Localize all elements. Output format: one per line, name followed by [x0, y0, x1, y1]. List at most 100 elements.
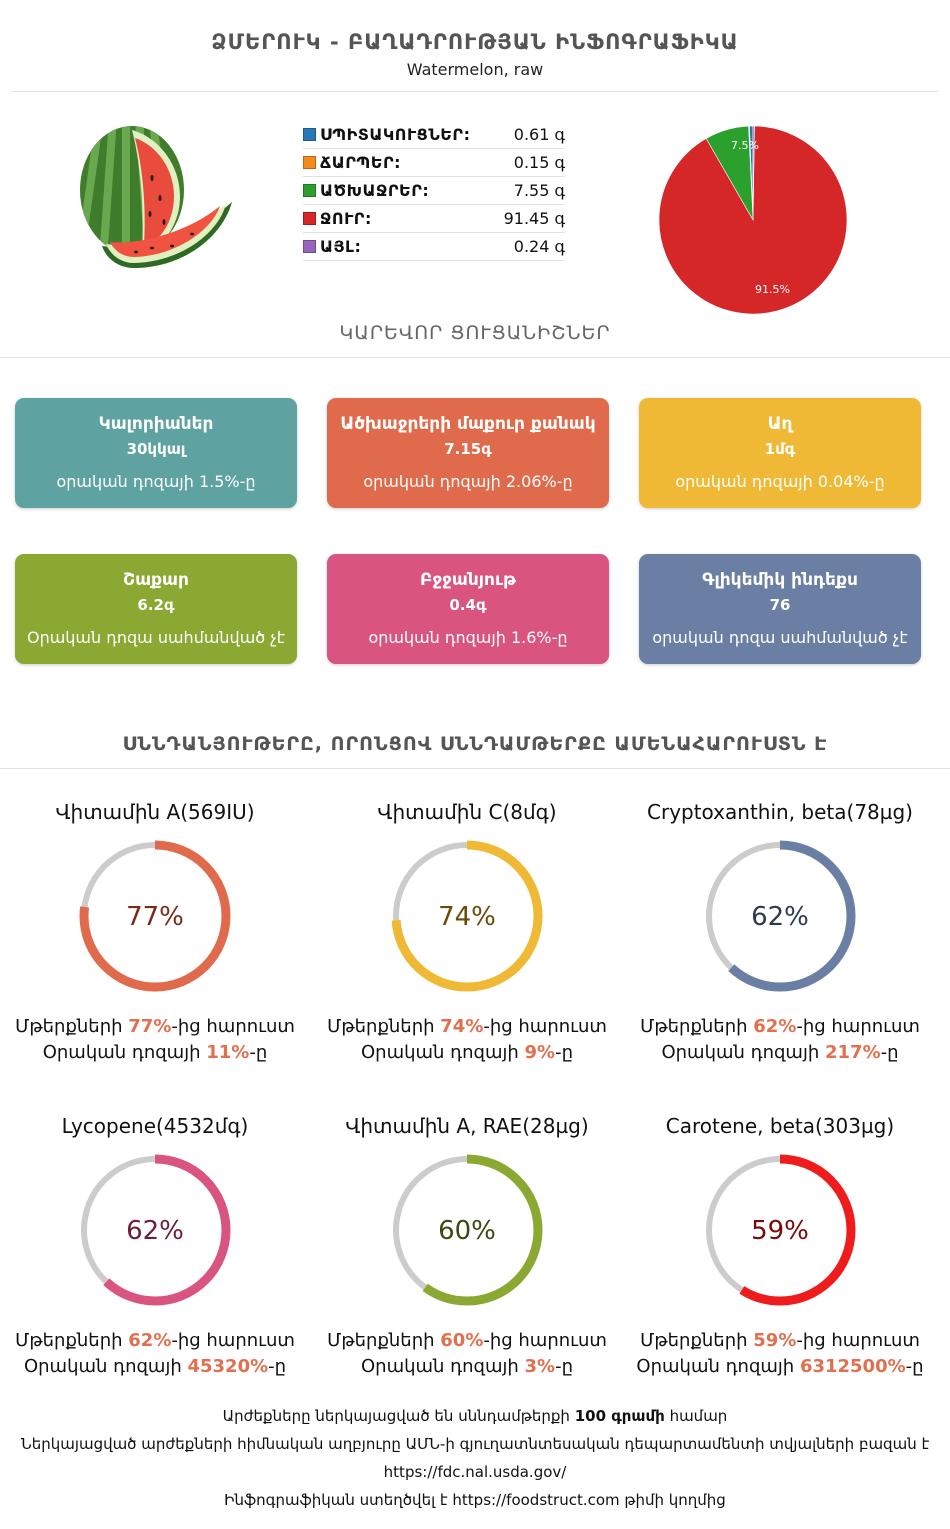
- nutrient-name: Carotene, beta(303µg): [665, 1114, 895, 1138]
- richer-than-line: Մթերքների 59%-ից հարուստ: [630, 1328, 930, 1354]
- nutrient-name: Cryptoxanthin, beta(78µg): [647, 800, 913, 824]
- richer-than-line: Մթերքների 62%-ից հարուստ: [630, 1014, 930, 1040]
- section-title-key-facts: ԿԱՐԵՎՈՐ ՑՈՒՑԱՆԻՇՆԵՐ: [339, 322, 611, 344]
- ring-progress-arc: [704, 840, 856, 992]
- daily-prefix: Օրական դոզայի: [42, 1042, 207, 1063]
- card-value: 76: [769, 596, 791, 614]
- composition-label: ՃԱՐՊԵՐ:: [320, 153, 402, 172]
- card-value: 1մգ: [764, 440, 796, 458]
- composition-value: 0.24 գ: [513, 237, 565, 256]
- richer-percent: 62%: [753, 1016, 797, 1037]
- composition-label: ԱՅԼ:: [320, 237, 362, 256]
- daily-value-line: Օրական դոզայի 217%-ը: [630, 1040, 930, 1066]
- card-title: Շաքար: [123, 570, 189, 590]
- composition-value: 0.61 գ: [513, 125, 565, 144]
- daily-percent: 6312500%: [799, 1356, 906, 1377]
- composition-value: 7.55 գ: [513, 181, 565, 200]
- daily-suffix: -ը: [555, 1356, 573, 1377]
- ring-percent-label: 62%: [751, 902, 809, 932]
- composition-row: ԱՅԼ: 0.24 գ: [303, 233, 565, 261]
- richer-percent: 77%: [128, 1016, 172, 1037]
- richer-suffix: -ից հարուստ: [171, 1330, 295, 1351]
- card-value: 0.4գ: [449, 596, 487, 614]
- ring-percent-label: 74%: [438, 902, 496, 932]
- card-title: Աղ: [767, 414, 793, 434]
- key-fact-card: Շաքար 6.2գ Օրական դոզա սահմանված չէ: [15, 554, 297, 664]
- composition-row: ՃԱՐՊԵՐ: 0.15 գ: [303, 149, 565, 177]
- richer-prefix: Մթերքների: [640, 1330, 754, 1351]
- composition-value: 91.45 գ: [503, 209, 565, 228]
- richer-prefix: Մթերքների: [327, 1330, 441, 1351]
- nutrient-card: Lycopene(4532մգ) 62% Մթերքների 62%-ից հարո…: [5, 1114, 305, 1380]
- daily-prefix: Օրական դոզայի: [361, 1356, 525, 1377]
- richer-suffix: -ից հարուստ: [796, 1330, 920, 1351]
- daily-suffix: -ը: [880, 1042, 899, 1063]
- richer-suffix: -ից հարուստ: [171, 1016, 295, 1037]
- composition-table: ՍՊԻՏԱԿՈՒՑՆԵՐ: 0.61 գ ՃԱՐՊԵՐ: 0.15 գ ԱԾԽԱՋՐԵՐ…: [303, 121, 565, 261]
- ring-progress-arc: [79, 840, 231, 992]
- richer-than-line: Մթերքների 62%-ից հարուստ: [5, 1328, 305, 1354]
- divider: [0, 768, 950, 769]
- richer-suffix: -ից հարուստ: [483, 1016, 607, 1037]
- daily-prefix: Օրական դոզայի: [361, 1042, 525, 1063]
- daily-percent: 3%: [524, 1356, 556, 1377]
- nutrient-ring-chart: 60%: [391, 1154, 543, 1306]
- key-fact-card: Բջջանյութ 0.4գ օրական դոզայի 1.6%-ը: [327, 554, 609, 664]
- ring-percent-label: 60%: [438, 1216, 496, 1246]
- daily-value-line: Օրական դոզայի 9%-ը: [317, 1040, 617, 1066]
- ring-progress-arc: [79, 1154, 231, 1306]
- richer-prefix: Մթերքների: [15, 1016, 129, 1037]
- daily-value-line: Օրական դոզայի 3%-ը: [317, 1354, 617, 1380]
- richer-prefix: Մթերքների: [15, 1330, 129, 1351]
- pie-label-water: 91.5%: [755, 283, 790, 296]
- nutrient-card: Վիտամին C(8մգ) 74% Մթերքների 74%-ից հարուս…: [317, 800, 617, 1066]
- richer-than-line: Մթերքների 74%-ից հարուստ: [317, 1014, 617, 1040]
- ring-percent-label: 59%: [751, 1216, 809, 1246]
- daily-value-line: Օրական դոզայի 45320%-ը: [5, 1354, 305, 1380]
- card-title: Կալորիաներ: [98, 414, 214, 434]
- daily-prefix: Օրական դոզայի: [636, 1356, 800, 1377]
- legend-swatch: [303, 156, 316, 169]
- card-title: Բջջանյութ: [420, 570, 516, 590]
- card-title: Ածխաջրերի մաքուր քանակ: [340, 414, 596, 434]
- key-fact-card: Կալորիաներ 30կկալ օրական դոզայի 1.5%-ը: [15, 398, 297, 508]
- page-title: ՁՄԵՐՈՒԿ - ԲԱՂԱԴՐՈՒԹՅԱՆ ԻՆՖՈԳՐԱՖԻԿԱ: [211, 30, 739, 54]
- nutrient-card: Cryptoxanthin, beta(78µg) 62% Մթերքների 62…: [630, 800, 930, 1066]
- composition-label: ՋՈՒՐ:: [320, 209, 372, 228]
- daily-prefix: Օրական դոզայի: [23, 1356, 188, 1377]
- legend-swatch: [303, 128, 316, 141]
- daily-percent: 45320%: [187, 1356, 269, 1377]
- daily-suffix: -ը: [555, 1042, 573, 1063]
- daily-suffix: -ը: [268, 1356, 287, 1377]
- card-daily-note: օրական դոզայի 0.04%-ը: [675, 472, 885, 491]
- watermelon-image: [80, 126, 232, 268]
- footer-source-link[interactable]: https://fdc.nal.usda.gov/: [383, 1463, 567, 1481]
- nutrient-ring-chart: 59%: [704, 1154, 856, 1306]
- composition-label: ՍՊԻՏԱԿՈՒՑՆԵՐ:: [320, 125, 471, 144]
- card-value: 6.2գ: [137, 596, 175, 614]
- ring-percent-label: 77%: [126, 902, 184, 932]
- footer-source-note: Ներկայացված արժեքների հիմնական աղբյուրը …: [20, 1435, 930, 1453]
- daily-percent: 217%: [825, 1042, 881, 1063]
- card-daily-note: օրական դոզայի 2.06%-ը: [363, 472, 573, 491]
- legend-swatch: [303, 184, 316, 197]
- ring-progress-arc: [391, 840, 543, 992]
- nutrient-name: Lycopene(4532մգ): [61, 1114, 249, 1138]
- food-name: Watermelon, raw: [406, 60, 544, 79]
- nutrient-name: Վիտամին A, RAE(28µg): [345, 1114, 589, 1138]
- section-title-nutrients: ՍՆՆԴԱՆՅՈՒԹԵՐԸ, ՈՐՈՆՑՈՎ ՍՆՆԴԱՄԹԵՐՔԸ ԱՄԵՆԱ…: [122, 733, 828, 755]
- richer-percent: 62%: [128, 1330, 172, 1351]
- card-daily-note: Օրական դոզա սահմանված չէ: [26, 628, 286, 647]
- daily-percent: 11%: [206, 1042, 250, 1063]
- richer-suffix: -ից հարուստ: [483, 1330, 607, 1351]
- card-title: Գլիկեմիկ ինդեքս: [702, 570, 858, 590]
- footer-note-grams: Արժեքները ներկայացված են սննդամթերքի 100…: [0, 1407, 950, 1425]
- richer-percent: 59%: [753, 1330, 797, 1351]
- footer-credit: Ինֆոգրաֆիկան ստեղծվել է https://foodstru…: [224, 1491, 726, 1509]
- legend-swatch: [303, 240, 316, 253]
- richer-than-line: Մթերքների 60%-ից հարուստ: [317, 1328, 617, 1354]
- key-fact-card: Աղ 1մգ օրական դոզայի 0.04%-ը: [639, 398, 921, 508]
- daily-value-line: Օրական դոզայի 11%-ը: [5, 1040, 305, 1066]
- composition-pie-chart: 7.5% 91.5%: [658, 125, 848, 315]
- nutrient-card: Carotene, beta(303µg) 59% Մթերքների 59%-ից…: [630, 1114, 930, 1380]
